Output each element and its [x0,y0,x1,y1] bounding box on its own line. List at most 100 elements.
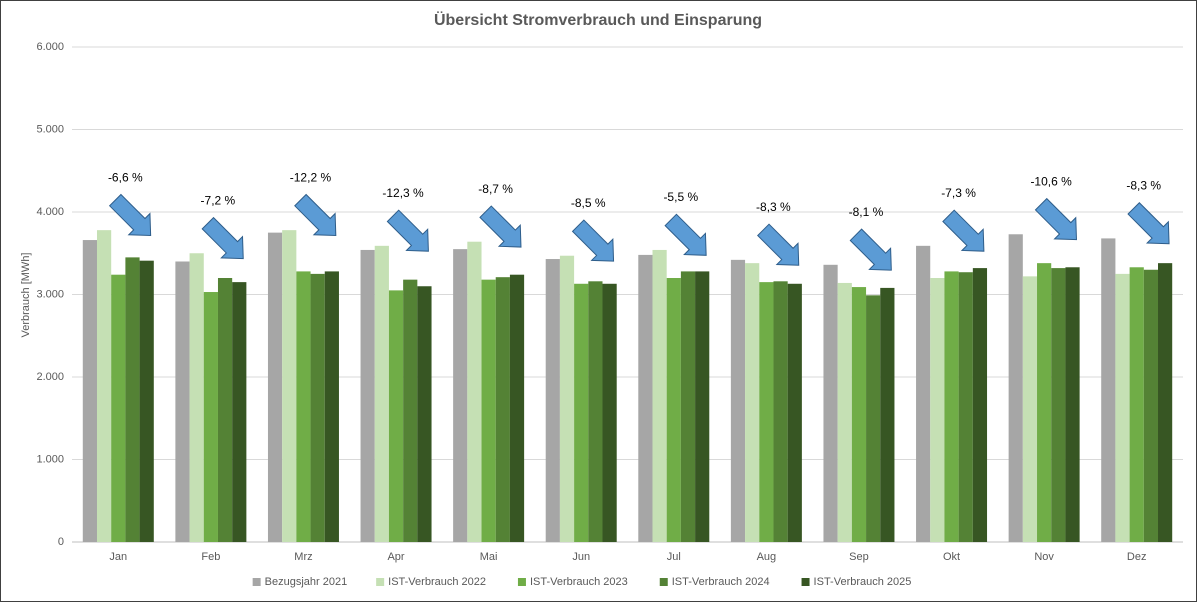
legend-swatch [801,578,810,586]
bar [851,287,867,542]
bar [267,232,283,542]
bar [638,254,653,542]
legend-label: IST-Verbrauch 2025 [814,576,912,588]
legend-label: IST-Verbrauch 2024 [672,576,770,588]
annotation: -12,2 % [290,170,332,184]
arrow [664,213,707,256]
legend-label: IST-Verbrauch 2023 [530,576,628,588]
bar [666,278,681,542]
bar [139,260,154,542]
legend-label: IST-Verbrauch 2022 [388,576,486,588]
bar [453,249,468,542]
y-tick-label: 3.000 [36,288,64,300]
bar [1065,267,1080,542]
bar [958,272,973,542]
x-tick-label: Dez [1127,551,1147,563]
bar [1037,263,1052,542]
bar [324,271,339,542]
bar [1101,238,1116,542]
bar [972,268,988,542]
arrow [757,223,800,266]
annotation: -7,2 % [201,193,236,207]
bar [403,279,418,542]
annotation: -8,3 % [756,200,791,214]
legend-swatch [252,578,261,586]
bar [203,292,218,542]
bar [125,257,140,542]
bar [1022,276,1038,542]
annotation: -10,6 % [1030,174,1072,188]
bar [695,271,710,542]
bar [481,279,496,542]
bar [296,271,311,542]
bar [388,290,404,542]
bar [1143,269,1159,542]
bar [417,286,432,542]
bar [96,230,112,542]
bar [680,271,696,542]
bar [282,230,297,542]
chart-title: Übersicht Stromverbrauch und Einsparung [434,10,762,29]
arrow [571,219,615,262]
x-tick-label: Jun [572,551,590,563]
y-tick-label: 1.000 [36,453,64,465]
arrow [294,193,337,237]
x-tick-label: Nov [1034,551,1054,563]
x-tick-label: Apr [387,551,404,563]
bar [1115,273,1130,542]
y-tick-label: 0 [58,536,64,548]
arrow [1127,202,1170,245]
x-tick-label: Jan [109,551,127,563]
bar [217,278,233,542]
bar [773,281,788,542]
bar [82,240,97,543]
bar [189,253,204,542]
bar [866,295,881,542]
y-axis-title: Verbrauch [MWh] [20,253,32,338]
bar [232,282,247,542]
bar [745,263,760,542]
y-tick-label: 6.000 [36,41,64,53]
annotation: -7,3 % [941,186,976,200]
bar [880,287,895,542]
bar [1051,268,1066,542]
annotation: -8,3 % [1126,179,1161,193]
bar [574,283,589,542]
bar [360,249,375,542]
legend-label: Bezugsjahr 2021 [265,576,348,588]
bar [1008,234,1023,542]
annotation: -8,5 % [571,196,606,210]
arrow [201,216,244,260]
arrow [1034,197,1077,241]
y-tick-label: 5.000 [36,123,64,135]
annotation: -12,3 % [382,186,424,200]
bar [175,261,190,542]
x-tick-label: Okt [943,551,960,563]
annotation: -6,6 % [108,170,143,184]
y-tick-label: 4.000 [36,206,64,218]
bar [1129,267,1144,542]
bar [588,281,603,542]
x-tick-label: Aug [757,551,777,563]
bar [111,274,126,542]
annotation: -8,7 % [478,182,513,196]
arrow [942,209,985,252]
bar [545,259,560,542]
legend-swatch [659,578,668,586]
bar [495,277,510,542]
x-tick-label: Jul [667,551,681,563]
annotation: -8,1 % [849,205,884,219]
x-tick-label: Sep [849,551,869,563]
arrow [108,193,152,237]
legend-swatch [517,578,526,586]
bar [310,273,325,542]
x-tick-label: Mrz [294,551,312,563]
bar [837,282,852,542]
bar [467,241,482,542]
arrow [386,209,429,252]
bar [823,264,838,542]
bar [787,283,802,542]
x-tick-label: Feb [201,551,220,563]
